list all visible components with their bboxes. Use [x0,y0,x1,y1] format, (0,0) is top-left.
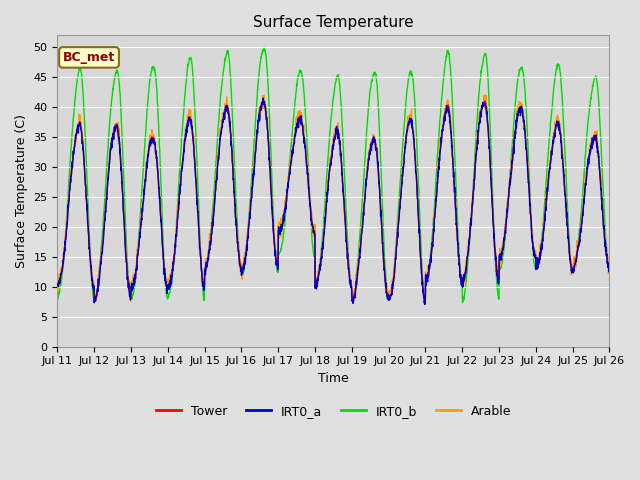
Line: IRT0_a: IRT0_a [58,98,609,304]
Tower [207,231,215,237]
IRT0_a [605,266,613,272]
IRT0_a [207,231,215,237]
IRT0_a [259,95,267,101]
Tower [494,276,502,282]
Tower [557,140,565,146]
Arable [557,139,565,145]
IRT0_b [557,81,565,87]
IRT0_b [494,293,502,299]
Y-axis label: Surface Temperature (C): Surface Temperature (C) [15,114,28,268]
Tower [348,299,356,304]
Legend: Tower, IRT0_a, IRT0_b, Arable: Tower, IRT0_a, IRT0_b, Arable [150,400,516,423]
IRT0_b [362,147,369,153]
IRT0_b [459,300,467,305]
Line: Arable: Arable [58,95,609,303]
IRT0_a [573,257,580,263]
Line: Tower: Tower [58,101,609,301]
Arable [349,300,357,306]
Arable [207,233,215,239]
IRT0_b [605,268,613,274]
Tower [481,98,488,104]
Title: Surface Temperature: Surface Temperature [253,15,413,30]
Tower [54,284,61,289]
Arable [54,286,61,291]
Arable [362,183,369,189]
Arable [494,278,502,284]
IRT0_a [54,282,61,288]
IRT0_b [207,223,215,228]
X-axis label: Time: Time [318,372,349,385]
Arable [480,92,488,98]
IRT0_a [557,140,565,145]
Tower [362,186,369,192]
IRT0_b [54,296,61,302]
Text: BC_met: BC_met [63,51,115,64]
IRT0_a [362,185,369,191]
Line: IRT0_b: IRT0_b [58,47,609,302]
Tower [605,264,613,270]
IRT0_b [260,44,268,50]
Arable [573,253,580,259]
Tower [349,296,357,301]
IRT0_b [573,252,580,258]
Arable [349,288,357,294]
IRT0_a [421,301,429,307]
IRT0_a [349,298,357,304]
IRT0_a [494,274,502,280]
IRT0_b [349,295,357,300]
Tower [573,254,580,260]
Arable [605,254,613,260]
